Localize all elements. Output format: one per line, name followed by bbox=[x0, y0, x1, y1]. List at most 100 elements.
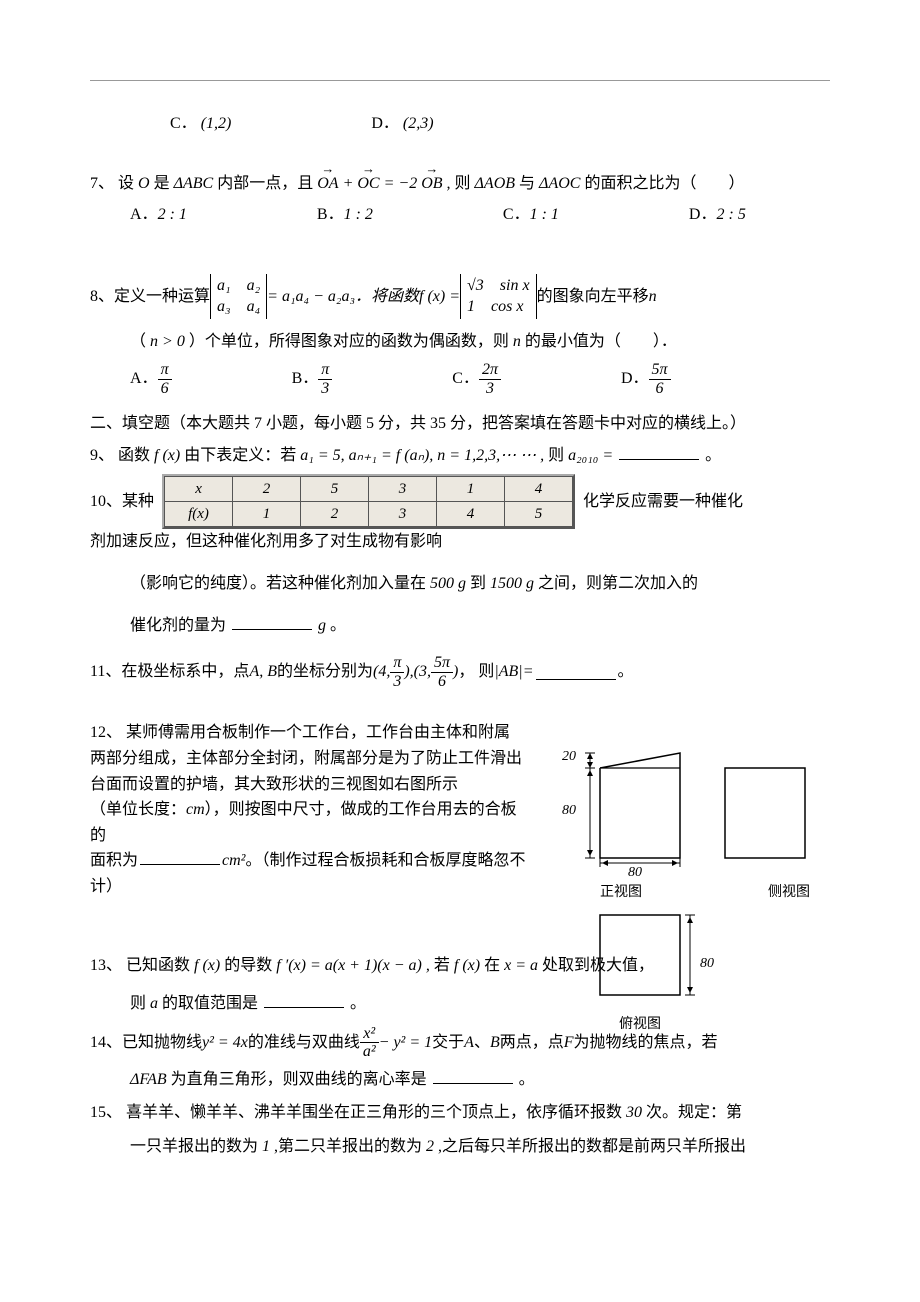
text: （影响它的纯度）。若这种催化剂加入量在 bbox=[130, 575, 426, 592]
blank[interactable] bbox=[536, 664, 616, 680]
q12: 12、 某师傅需用合板制作一个工作台，工作台由主体和附属 两部分组成，主体部分全… bbox=[90, 720, 530, 899]
ab: A, B bbox=[249, 659, 277, 685]
q-number: 9、 bbox=[90, 447, 114, 464]
text: 为直角三角形，则双曲线的离心率是 bbox=[171, 1071, 427, 1088]
q7-choice-c: C．1 : 1 bbox=[503, 202, 559, 228]
text: 。 bbox=[618, 659, 634, 685]
num: π bbox=[390, 654, 404, 673]
choice-label: D． bbox=[621, 370, 649, 387]
cell: a₂ bbox=[247, 276, 261, 297]
p2a: (3, bbox=[414, 659, 431, 685]
text: ,之后每只羊所报出的数都是前两只羊所报出 bbox=[438, 1138, 746, 1155]
fx: f (x) = bbox=[419, 284, 460, 310]
text: 在 bbox=[484, 957, 500, 974]
text: ， 则 bbox=[458, 659, 494, 685]
text: 某师傅需用合板制作一个工作台，工作台由主体和附属 bbox=[126, 724, 510, 741]
q15: 15、 喜羊羊、懒羊羊、沸羊羊围坐在正三角形的三个顶点上，依序循环报数 30 次… bbox=[90, 1100, 830, 1126]
num: π bbox=[318, 361, 332, 380]
q7-choice-b: B．1 : 2 bbox=[317, 202, 373, 228]
text: 已知抛物线 bbox=[122, 1030, 202, 1056]
text: 次。规定：第 bbox=[646, 1104, 742, 1121]
text: 之间，则第二次加入的 bbox=[538, 575, 698, 592]
text: 内部一点，且 bbox=[217, 175, 313, 192]
q8-choices: A．π6 B．π3 C．2π3 D．5π6 bbox=[90, 361, 830, 397]
determinant-b: √3sin x 1cos x bbox=[460, 274, 537, 320]
blank[interactable] bbox=[264, 992, 344, 1008]
var-o: O bbox=[138, 175, 150, 192]
text: 。 bbox=[350, 995, 366, 1012]
v500: 500 g bbox=[430, 575, 466, 592]
text: （单位长度： bbox=[90, 801, 186, 818]
text: 与 bbox=[519, 175, 535, 192]
q-number: 13、 bbox=[90, 957, 122, 974]
text: （ bbox=[130, 333, 146, 350]
q-number: 12、 bbox=[90, 724, 122, 741]
den: 3 bbox=[390, 673, 404, 691]
q12-l4: （单位长度：cm），则按图中尺寸，做成的工作台用去的合板的 bbox=[90, 797, 530, 848]
text: 的图象向左平移 bbox=[537, 284, 649, 310]
choice-value: 2 : 1 bbox=[158, 206, 187, 223]
text: 的面积之比为（ ） bbox=[584, 175, 744, 192]
blank[interactable] bbox=[232, 614, 312, 630]
choice-label: A． bbox=[130, 206, 158, 223]
a: a bbox=[150, 995, 162, 1012]
cell: 3 bbox=[369, 477, 437, 502]
triangle-aob: ΔAOB bbox=[475, 175, 516, 192]
cell: 4 bbox=[505, 477, 573, 502]
q10-line2: 剂加速反应，但这种催化剂用多了对生成物有影响 bbox=[90, 529, 830, 555]
text: 面积为 bbox=[90, 852, 138, 869]
den: 3 bbox=[479, 380, 501, 398]
q6-choices-row: C． (1,2) D． (2,3) bbox=[90, 111, 830, 137]
text: 的准线与双曲线 bbox=[248, 1030, 360, 1056]
frac: 2π3 bbox=[479, 361, 501, 397]
q7: 7、 设 O 是 ΔABC 内部一点，且 OA + OC = −2 OB , 则… bbox=[90, 171, 830, 197]
unit-cm2: cm² bbox=[222, 852, 245, 869]
cell: 1 bbox=[437, 477, 505, 502]
n2: 2 bbox=[426, 1138, 434, 1155]
q12-l1: 12、 某师傅需用合板制作一个工作台，工作台由主体和附属 bbox=[90, 720, 530, 746]
abs-ab: |AB| bbox=[494, 659, 522, 685]
fx: f (x) bbox=[194, 957, 224, 974]
text: 若 bbox=[434, 957, 450, 974]
tri-fab: ΔFAB bbox=[130, 1071, 167, 1088]
vec-oa: OA bbox=[317, 171, 338, 197]
q6-choice-d: D． (2,3) bbox=[371, 111, 433, 137]
vec-ob: OB bbox=[421, 171, 442, 197]
q14-line2: ΔFAB 为直角三角形，则双曲线的离心率是 。 bbox=[90, 1067, 830, 1093]
q7-choices: A．2 : 1 B．1 : 2 C．1 : 1 D．2 : 5 bbox=[90, 202, 830, 228]
text: 的坐标分别为 bbox=[277, 659, 373, 685]
var-n: n bbox=[513, 333, 521, 350]
text: ）个单位，所得图象对应的函数为偶函数，则 bbox=[189, 333, 509, 350]
th-x: x bbox=[165, 477, 233, 502]
front-view-label: 正视图 bbox=[600, 882, 642, 904]
section2-header: 二、填空题（本大题共 7 小题，每小题 5 分，共 35 分，把答案填在答题卡中… bbox=[90, 411, 830, 437]
cell: 2 bbox=[233, 477, 301, 502]
text: = a₁a₄ − a₂a₃．将函数 bbox=[267, 284, 419, 310]
frac: 5π6 bbox=[649, 361, 671, 397]
th-fx: f(x) bbox=[165, 502, 233, 527]
den: 6 bbox=[649, 380, 671, 398]
cell: 3 bbox=[369, 502, 437, 527]
cell: a₃ bbox=[217, 297, 231, 318]
choice-value: 1 : 1 bbox=[530, 206, 559, 223]
q10-line3: （影响它的纯度）。若这种催化剂加入量在 500 g 到 1500 g 之间，则第… bbox=[90, 571, 830, 597]
blank[interactable] bbox=[433, 1068, 513, 1084]
text: 已知函数 bbox=[126, 957, 190, 974]
q-number: 7、 bbox=[90, 175, 114, 192]
blank[interactable] bbox=[140, 849, 220, 865]
side-view-label: 侧视图 bbox=[768, 882, 810, 904]
q12-l3: 台面而设置的护墙，其大致形状的三视图如右图所示 bbox=[90, 772, 530, 798]
hyper-rest: − y² = 1 bbox=[379, 1030, 433, 1056]
choice-label: B． bbox=[317, 206, 344, 223]
q8: 8、 定义一种运算 a₁a₂ a₃a₄ = a₁a₄ − a₂a₃．将函数 f … bbox=[90, 274, 830, 320]
header-rule bbox=[90, 80, 830, 81]
text: 的最小值为（ ）． bbox=[525, 333, 677, 350]
q10-line1: 10、 某种 x 2 5 3 1 4 f(x) 1 2 3 4 5 bbox=[90, 474, 830, 529]
choice-label: C． bbox=[170, 115, 197, 132]
text: 由下表定义：若 bbox=[184, 447, 296, 464]
dim-80-top: 80 bbox=[700, 953, 714, 975]
dim-80-v: 80 bbox=[562, 800, 576, 822]
front-side-views-svg bbox=[550, 748, 830, 868]
blank[interactable] bbox=[619, 444, 699, 460]
num: x² bbox=[360, 1025, 379, 1044]
